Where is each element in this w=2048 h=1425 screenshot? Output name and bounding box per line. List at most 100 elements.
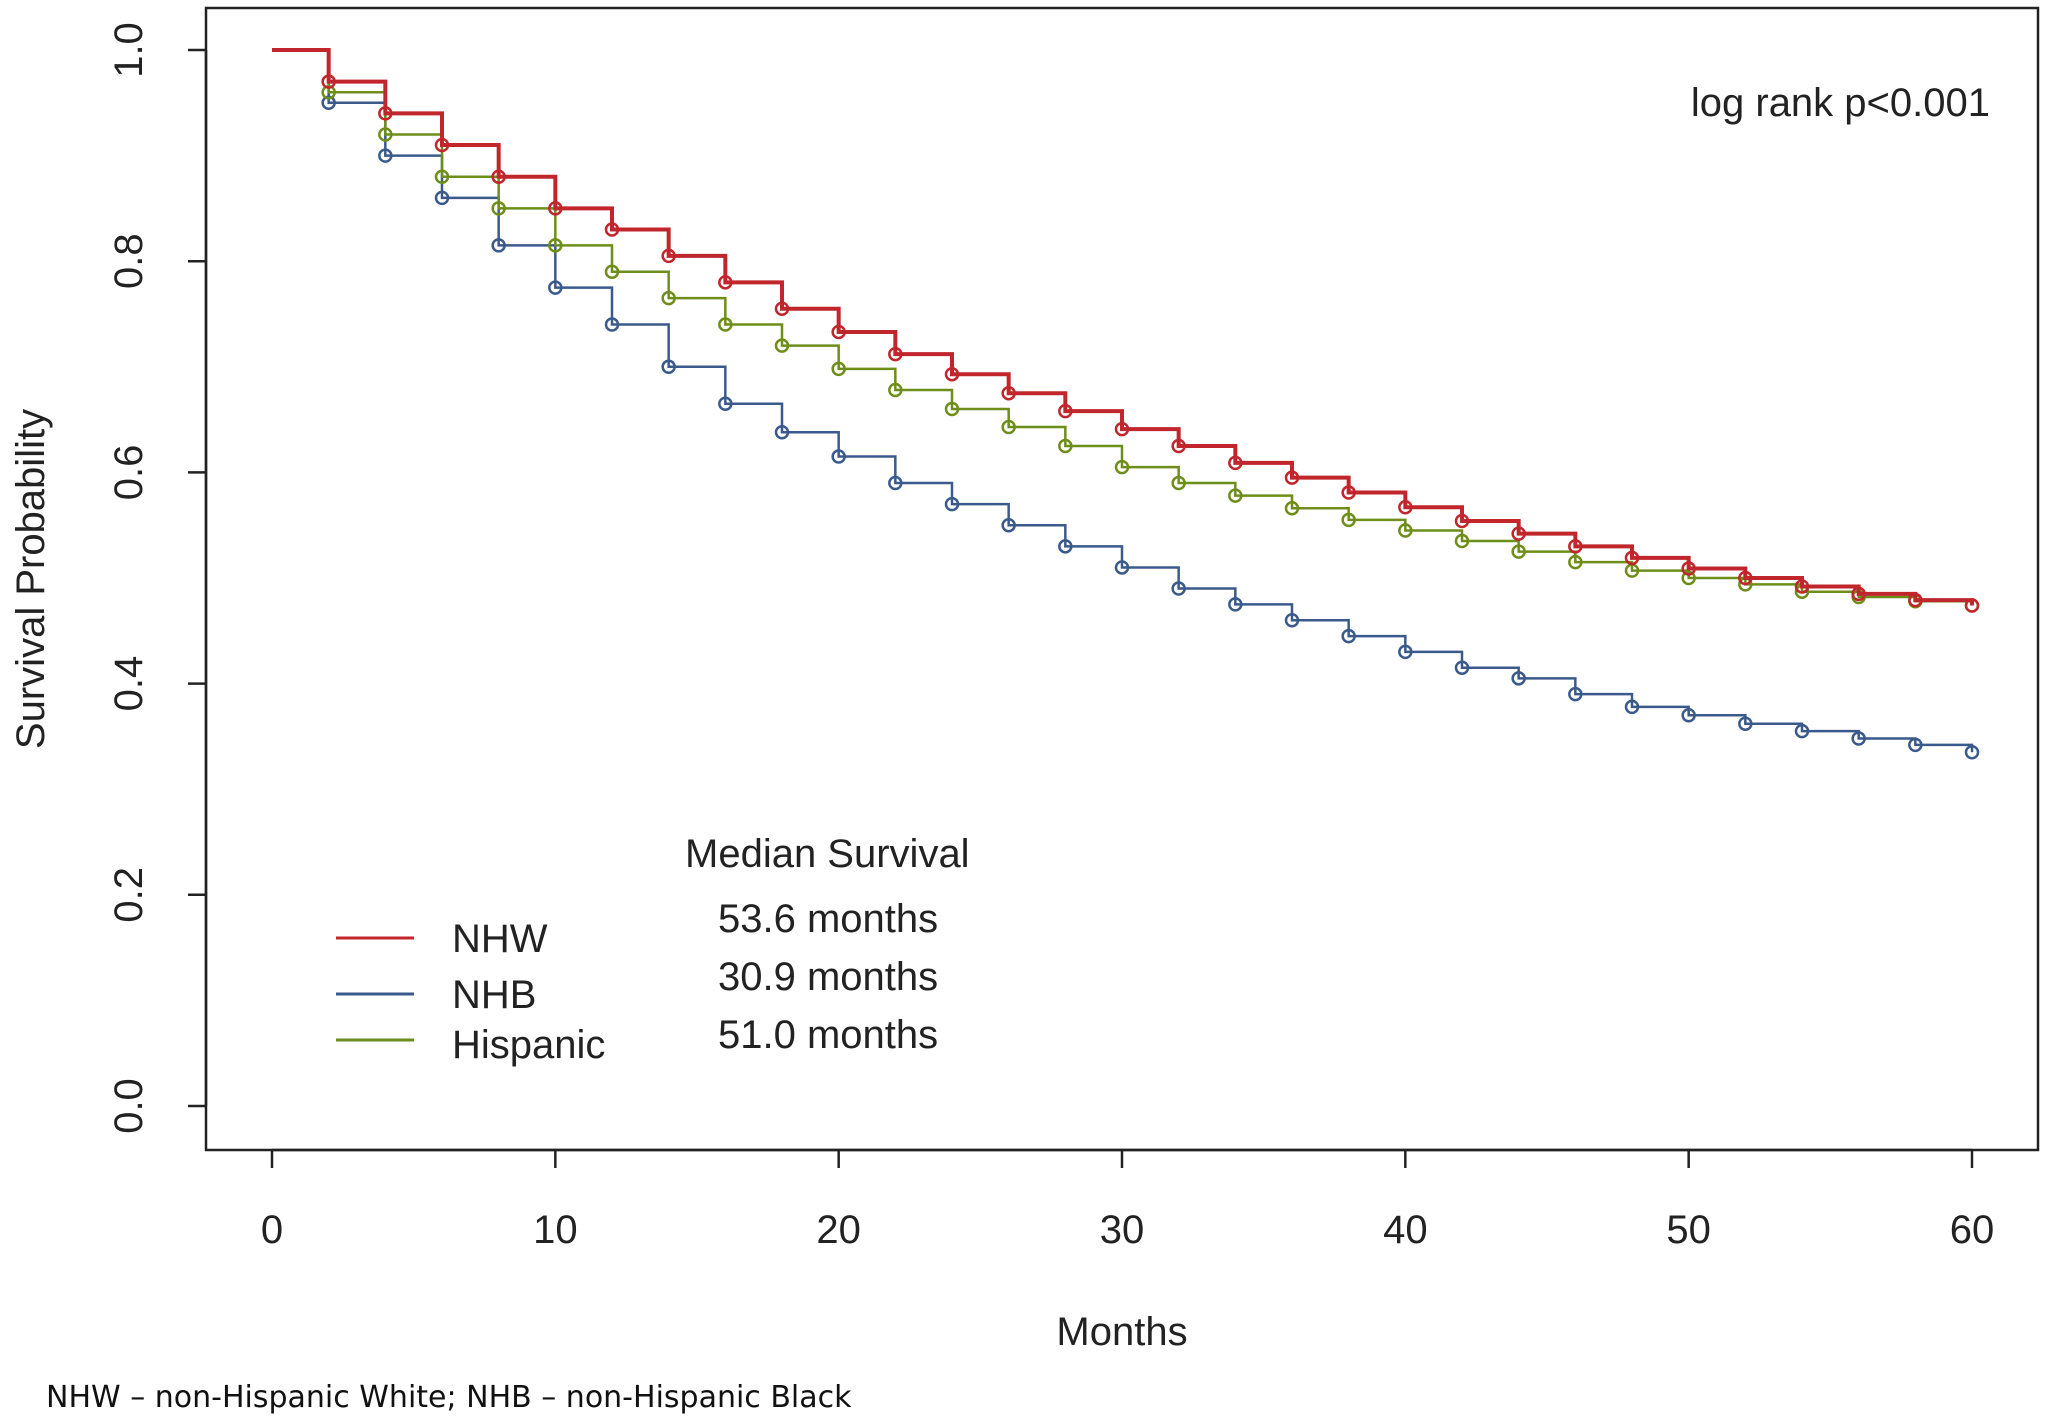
censor-mark-nhb [378, 148, 393, 163]
censor-mark-nhb [491, 238, 506, 253]
censor-mark-nhb [774, 425, 790, 440]
x-axis: 0 10 20 30 40 50 60 [261, 1148, 1995, 1252]
censor-mark-nhw [321, 74, 336, 89]
censor-mark-hispanic [1228, 488, 1243, 503]
censor-mark-hispanic [774, 338, 790, 353]
censor-mark-hispanic [378, 127, 393, 142]
censor-mark-nhb [944, 496, 960, 512]
x-tick-label: 60 [1950, 1208, 1995, 1252]
censor-mark-hispanic [1681, 570, 1696, 586]
censor-mark-nhw [1454, 513, 1470, 529]
censor-mark-nhb [661, 359, 676, 375]
y-tick-label: 0.8 [107, 233, 151, 289]
censor-mark-hispanic [604, 264, 620, 280]
median-survival-title: Median Survival [685, 832, 970, 876]
censor-mark-nhw [1568, 539, 1583, 554]
censor-mark-nhb [1738, 716, 1753, 731]
series-layer [272, 48, 1980, 760]
censor-mark-hispanic [1171, 475, 1186, 491]
censor-mark-hispanic [888, 382, 903, 398]
censor-mark-nhw [888, 346, 903, 362]
censor-mark-hispanic [718, 317, 733, 332]
censor-mark-nhw [1908, 592, 1923, 608]
censor-mark-nhb [1964, 744, 1980, 760]
censor-mark-nhb [1171, 581, 1186, 596]
x-axis-label: Months [1056, 1310, 1187, 1354]
y-tick-label: 0.6 [107, 445, 151, 501]
censor-mark-nhw [1624, 550, 1640, 566]
legend-label-nhb: NHB [452, 973, 536, 1017]
y-tick-label: 1.0 [107, 22, 151, 78]
footnote: NHW – non-Hispanic White; NHB – non-Hisp… [46, 1380, 852, 1415]
censor-mark-hispanic [1284, 501, 1300, 516]
censor-mark-hispanic [1341, 512, 1356, 528]
series-line-hispanic [272, 48, 1974, 606]
x-tick-label: 30 [1100, 1208, 1145, 1252]
censor-mark-nhw [1284, 470, 1300, 485]
censor-mark-nhb [1114, 560, 1130, 575]
censor-mark-nhw [661, 248, 676, 264]
censor-mark-nhb [1624, 699, 1640, 715]
censor-mark-hispanic [1454, 533, 1470, 549]
censor-mark-nhw [1681, 561, 1696, 576]
censor-mark-nhw [1964, 598, 1980, 613]
censor-mark-nhb [604, 317, 620, 332]
censor-mark-nhb [1681, 708, 1696, 723]
censor-mark-nhb [831, 449, 846, 464]
median-nhb: 30.9 months [718, 955, 938, 999]
legend-label-nhw: NHW [452, 917, 548, 961]
censor-mark-hispanic [661, 290, 676, 306]
censor-mark-nhw [1341, 485, 1356, 500]
censor-mark-nhb [1454, 660, 1470, 676]
censor-mark-hispanic [491, 201, 506, 216]
censor-mark-hispanic [944, 401, 960, 417]
censor-mark-nhb [1568, 686, 1583, 702]
censor-mark-hispanic [548, 238, 563, 253]
censor-mark-nhw [548, 201, 563, 216]
log-rank-annotation: log rank p<0.001 [1691, 81, 1990, 125]
censor-mark-nhb [1398, 644, 1413, 660]
censor-mark-nhb [1511, 671, 1526, 686]
y-tick-label: 0.4 [107, 656, 151, 712]
x-tick-label: 20 [816, 1208, 861, 1252]
censor-mark-hispanic [1058, 438, 1073, 454]
censor-mark-nhb [1228, 597, 1243, 612]
censor-mark-nhb [1851, 731, 1866, 746]
censor-mark-nhw [1171, 438, 1186, 454]
censor-mark-nhw [378, 106, 393, 121]
censor-mark-nhb [1058, 539, 1073, 554]
censor-mark-hispanic [321, 84, 336, 100]
censor-mark-nhb [548, 280, 563, 295]
censor-mark-hispanic [1398, 523, 1413, 538]
censor-mark-nhw [1794, 579, 1810, 594]
censor-mark-nhw [434, 137, 450, 153]
median-hispanic: 51.0 months [718, 1013, 938, 1057]
censor-mark-nhb [1341, 628, 1356, 644]
censor-mark-nhw [718, 275, 733, 290]
censor-mark-nhw [774, 301, 790, 316]
censor-mark-hispanic [1114, 459, 1130, 475]
censor-mark-nhw [1851, 586, 1866, 602]
series-line-nhb [272, 48, 1974, 753]
legend-label-hispanic: Hispanic [452, 1023, 605, 1067]
censor-mark-nhb [718, 396, 733, 412]
x-tick-label: 10 [533, 1208, 578, 1252]
censor-mark-hispanic [831, 361, 846, 377]
censor-mark-hispanic [1001, 419, 1016, 435]
censor-mark-nhb [1908, 737, 1923, 753]
y-axis: 0.0 0.2 0.4 0.6 0.8 1.0 [107, 22, 208, 1134]
censor-mark-nhw [604, 222, 620, 237]
censor-mark-hispanic [1511, 544, 1526, 559]
series-line-nhw [272, 48, 1974, 606]
censor-mark-nhw [1228, 455, 1243, 471]
censor-mark-nhw [1114, 421, 1130, 437]
censor-mark-nhw [1058, 403, 1073, 419]
y-tick-label: 0.0 [107, 1078, 151, 1134]
censor-mark-nhw [1738, 570, 1753, 586]
censor-mark-nhw [944, 366, 960, 382]
x-tick-label: 40 [1383, 1208, 1428, 1252]
censor-mark-nhb [1794, 723, 1810, 739]
censor-mark-nhw [1001, 385, 1016, 401]
median-nhw: 53.6 months [718, 897, 938, 941]
